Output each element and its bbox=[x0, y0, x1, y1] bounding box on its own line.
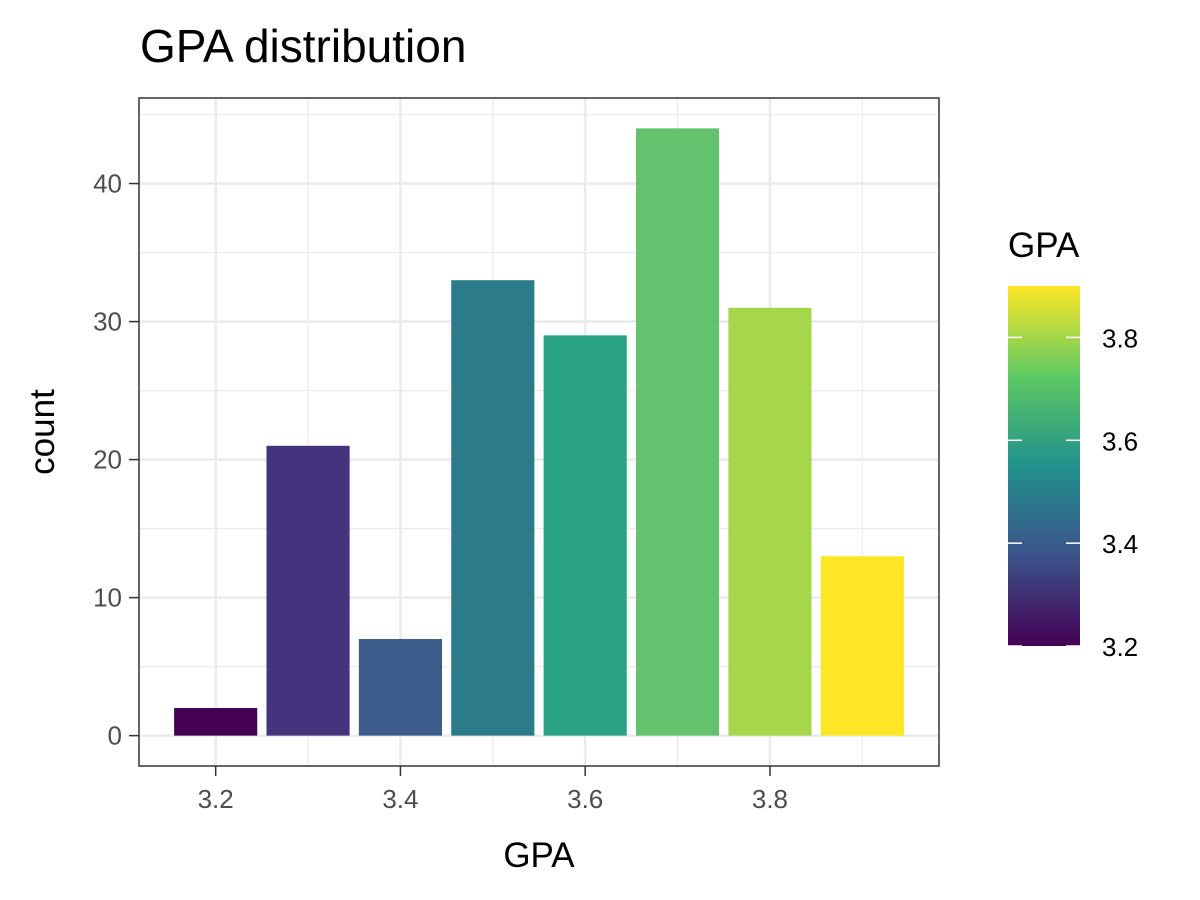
bar bbox=[543, 335, 627, 736]
bar bbox=[635, 128, 720, 736]
bar bbox=[728, 307, 812, 736]
x-tick-label: 3.2 bbox=[198, 784, 234, 814]
x-axis-title: GPA bbox=[503, 836, 575, 875]
bar bbox=[358, 639, 443, 736]
colorbar bbox=[1008, 286, 1080, 646]
y-tick-label: 30 bbox=[93, 307, 122, 337]
legend-title: GPA bbox=[1008, 226, 1080, 265]
x-axis: 3.2 3.4 3.6 3.8 bbox=[198, 766, 788, 814]
x-tick-label: 3.8 bbox=[752, 784, 788, 814]
colorbar-tick-label: 3.2 bbox=[1102, 632, 1138, 662]
bar bbox=[266, 445, 350, 736]
y-axis-title: count bbox=[23, 389, 62, 475]
bar bbox=[820, 556, 904, 736]
x-tick-label: 3.4 bbox=[382, 784, 418, 814]
colorbar-legend: GPA 3.2 3.4 3.6 3.8 bbox=[1008, 226, 1138, 662]
y-tick-label: 0 bbox=[108, 721, 122, 751]
colorbar-tick-label: 3.8 bbox=[1102, 323, 1138, 353]
colorbar-tick-label: 3.4 bbox=[1102, 529, 1138, 559]
plot-panel bbox=[139, 98, 939, 766]
bar bbox=[174, 708, 258, 736]
y-tick-label: 10 bbox=[93, 583, 122, 613]
y-tick-label: 20 bbox=[93, 445, 122, 475]
y-axis: 0 10 20 30 40 bbox=[93, 169, 139, 751]
bars bbox=[174, 128, 904, 736]
colorbar-ticks: 3.2 3.4 3.6 3.8 bbox=[1008, 323, 1138, 662]
x-tick-label: 3.6 bbox=[567, 784, 603, 814]
plot-border bbox=[138, 97, 940, 767]
bar bbox=[451, 280, 535, 736]
colorbar-tick-label: 3.6 bbox=[1102, 426, 1138, 456]
chart-title: GPA distribution bbox=[140, 20, 466, 72]
y-tick-label: 40 bbox=[93, 169, 122, 199]
